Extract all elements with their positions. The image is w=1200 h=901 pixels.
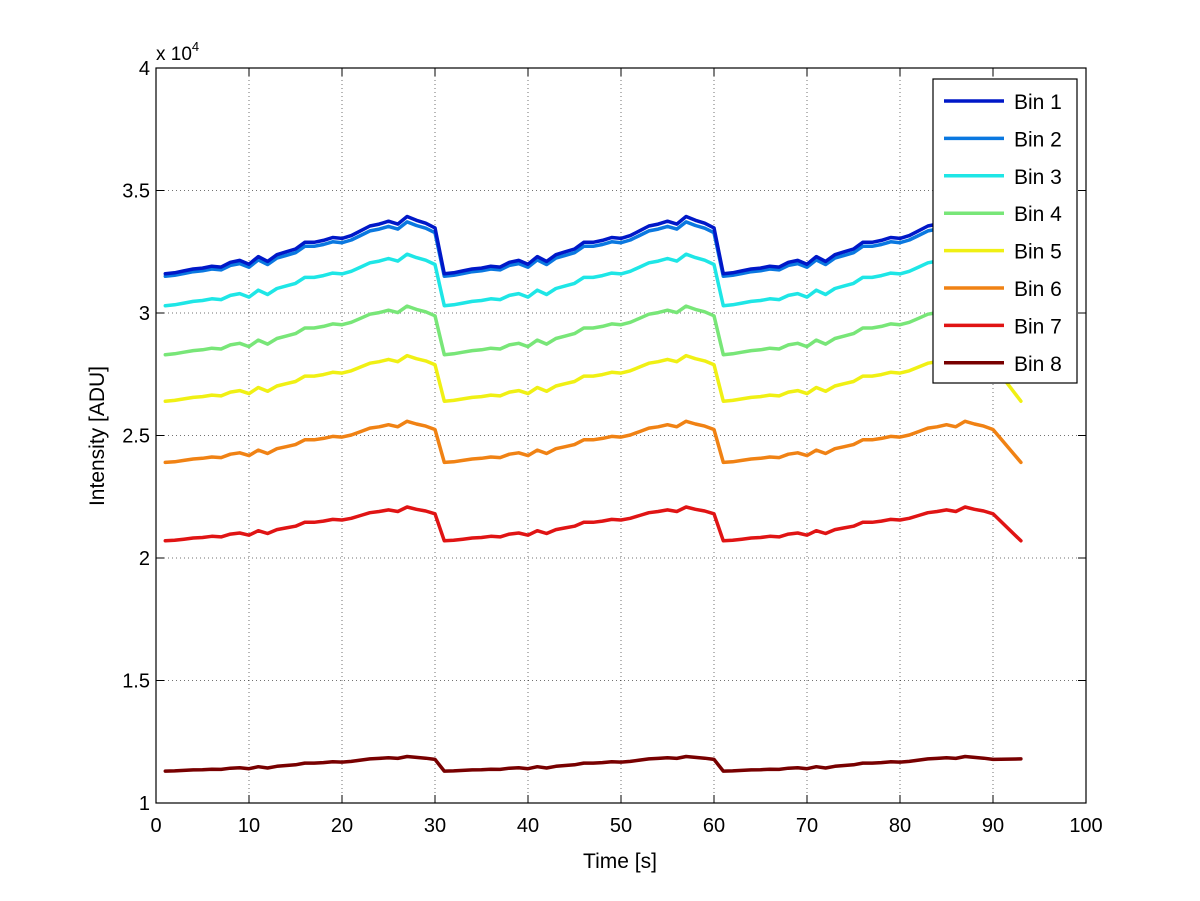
series-line-bin-4 — [163, 304, 1023, 357]
y-tick-label: 2.5 — [122, 426, 150, 448]
x-tick-label: 40 — [517, 815, 539, 837]
x-tick-label: 50 — [610, 815, 632, 837]
y-axis-label: Intensity [ADU] — [86, 366, 109, 506]
series-line-bin-6 — [163, 419, 1023, 465]
ticks — [155, 67, 1087, 804]
legend-label-bin-8: Bin 8 — [1014, 353, 1062, 376]
x-axis-label: Time [s] — [583, 850, 657, 873]
x-tick-label: 60 — [703, 815, 725, 837]
y-tick-label: 4 — [139, 58, 150, 80]
legend-label-bin-6: Bin 6 — [1014, 278, 1062, 301]
legend-label-bin-4: Bin 4 — [1014, 203, 1062, 226]
x-tick-label: 80 — [889, 815, 911, 837]
legend-label-bin-7: Bin 7 — [1014, 315, 1062, 338]
y-tick-label: 1.5 — [122, 671, 150, 693]
y-exponent-power: 4 — [192, 39, 199, 54]
legend-label-bin-5: Bin 5 — [1014, 241, 1062, 264]
legend-box — [932, 78, 1078, 384]
legend-label-bin-1: Bin 1 — [1014, 91, 1062, 114]
series-line-bin-3 — [163, 252, 1023, 308]
y-tick-label: 3.5 — [122, 181, 150, 203]
x-tick-label: 90 — [982, 815, 1004, 837]
series-line-bin-2 — [163, 220, 1023, 279]
series-line-bin-1 — [163, 214, 1023, 276]
series-layer — [163, 214, 1023, 773]
y-tick-label: 3 — [139, 303, 150, 325]
x-tick-label: 70 — [796, 815, 818, 837]
y-tick-label: 1 — [139, 793, 150, 815]
series-line-bin-5 — [163, 353, 1023, 403]
x-tick-label: 30 — [424, 815, 446, 837]
legend-label-bin-3: Bin 3 — [1014, 166, 1062, 189]
legend-label-bin-2: Bin 2 — [1014, 128, 1062, 151]
y-tick-label: 2 — [139, 548, 150, 570]
x-tick-label: 10 — [238, 815, 260, 837]
series-line-bin-8 — [163, 754, 1023, 773]
x-tick-label: 100 — [1069, 815, 1102, 837]
x-tick-label: 0 — [150, 815, 161, 837]
series-line-bin-7 — [163, 505, 1023, 543]
legend: Bin 1 Bin 2 Bin 3 Bin 4 Bin 5 Bin 6 Bin 7 Bin 8 — [932, 78, 1078, 384]
x-tick-label: 20 — [331, 815, 353, 837]
y-exponent-label: x 104 — [156, 39, 199, 65]
tick-labels: 0 10 20 30 40 50 60 70 80 90 100 1 1.5 2 2.5 3 3.5 4 — [122, 58, 1103, 837]
